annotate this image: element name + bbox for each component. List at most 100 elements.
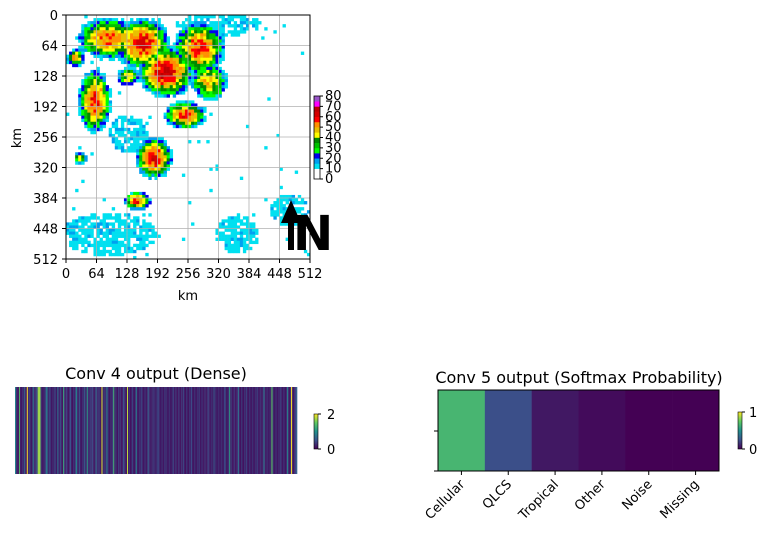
north-arrow-head — [281, 200, 301, 223]
conv4-cell — [165, 387, 167, 474]
radar-cell — [96, 100, 100, 104]
radar-cell — [87, 234, 91, 238]
radar-cell — [154, 82, 158, 86]
radar-cell — [130, 69, 134, 74]
conv4-cell — [69, 387, 71, 474]
conv4-cell — [227, 387, 229, 474]
radar-cell — [123, 66, 128, 71]
radar-cell — [200, 112, 204, 116]
radar-cell — [178, 66, 183, 71]
radar-cell — [227, 246, 231, 251]
radar-cell — [96, 69, 100, 74]
radar-cell — [123, 72, 128, 77]
radar-cell — [239, 176, 244, 180]
radar-cell — [224, 85, 228, 89]
radar-cell — [87, 42, 91, 46]
radar-cell — [181, 66, 186, 71]
radar-colorbar-tick-label: 30 — [325, 141, 342, 156]
radar-cell — [178, 112, 183, 116]
conv4-cell — [233, 387, 235, 474]
radar-cell — [136, 146, 140, 150]
radar-cell — [157, 66, 161, 71]
radar-cell — [139, 124, 143, 129]
radar-cell — [133, 130, 137, 135]
radar-cell — [151, 140, 155, 144]
radar-cell — [87, 97, 91, 101]
radar-cell — [169, 66, 174, 71]
radar-cell — [105, 231, 109, 235]
radar-cell — [191, 121, 195, 126]
radar-cell — [84, 85, 88, 89]
radar-cell — [166, 57, 170, 62]
radar-cell — [136, 246, 140, 251]
radar-cell — [130, 72, 134, 77]
radar-cell — [203, 30, 207, 34]
radar-cell — [227, 30, 231, 34]
radar-cell — [145, 88, 149, 92]
radar-cell — [99, 243, 103, 248]
radar-cell — [218, 51, 222, 55]
radar-cell — [81, 155, 85, 159]
conv4-cell — [21, 387, 24, 474]
radar-cell — [194, 109, 198, 113]
conv4-cell — [63, 387, 65, 474]
radar-cell — [139, 240, 143, 245]
radar-cell — [194, 21, 198, 25]
radar-cell — [130, 76, 134, 80]
conv5-cell — [625, 390, 673, 471]
radar-cell — [209, 42, 213, 46]
radar-cell — [148, 140, 152, 144]
radar-cell — [169, 109, 174, 113]
radar-cell — [163, 79, 167, 83]
radar-cell — [209, 188, 213, 193]
radar-cell — [78, 36, 82, 40]
radar-cell — [84, 42, 88, 46]
radar-cell — [215, 24, 219, 28]
conv4-cell — [109, 387, 111, 474]
conv4-cell — [54, 387, 56, 474]
radar-cell — [75, 246, 79, 251]
radar-cell — [276, 204, 280, 208]
radar-cell — [294, 222, 299, 226]
radar-cell — [99, 45, 103, 49]
radar-cell — [127, 27, 131, 31]
radar-cell — [139, 228, 143, 232]
radar-cell — [102, 18, 106, 22]
radar-cell — [81, 158, 85, 162]
radar-cell — [218, 30, 222, 34]
conv4-cell — [287, 387, 289, 474]
radar-cell — [175, 66, 180, 71]
radar-cell — [117, 240, 122, 245]
radar-cell — [172, 112, 177, 116]
radar-cell — [81, 97, 85, 101]
radar-cell — [181, 115, 186, 119]
radar-cell — [148, 57, 152, 62]
radar-cell — [117, 219, 122, 223]
radar-cell — [145, 85, 149, 89]
radar-cell — [151, 146, 155, 150]
radar-cell — [117, 21, 122, 25]
radar-cell — [78, 109, 82, 113]
conv4-cell — [138, 387, 141, 474]
radar-cell — [181, 45, 186, 49]
radar-cell — [123, 57, 128, 62]
radar-cell — [90, 231, 94, 235]
conv4-cell — [149, 387, 151, 474]
radar-cell — [136, 149, 140, 153]
radar-cell — [136, 39, 140, 43]
radar-cell — [163, 112, 167, 116]
radar-cell — [139, 152, 143, 156]
radar-cell — [166, 39, 170, 43]
radar-cell — [148, 149, 152, 153]
conv4-cell — [73, 387, 76, 474]
radar-cell — [81, 48, 85, 52]
radar-cell — [175, 115, 180, 119]
radar-cell — [249, 225, 253, 229]
radar-panel: 0 64 128 192 256 320 384 448 512 064128192256320… — [10, 9, 342, 304]
radar-cell — [139, 207, 143, 211]
radar-cell — [148, 72, 152, 77]
radar-cell — [99, 79, 103, 83]
radar-cell — [93, 54, 97, 58]
radar-cell — [145, 140, 149, 144]
radar-cell — [117, 133, 122, 138]
